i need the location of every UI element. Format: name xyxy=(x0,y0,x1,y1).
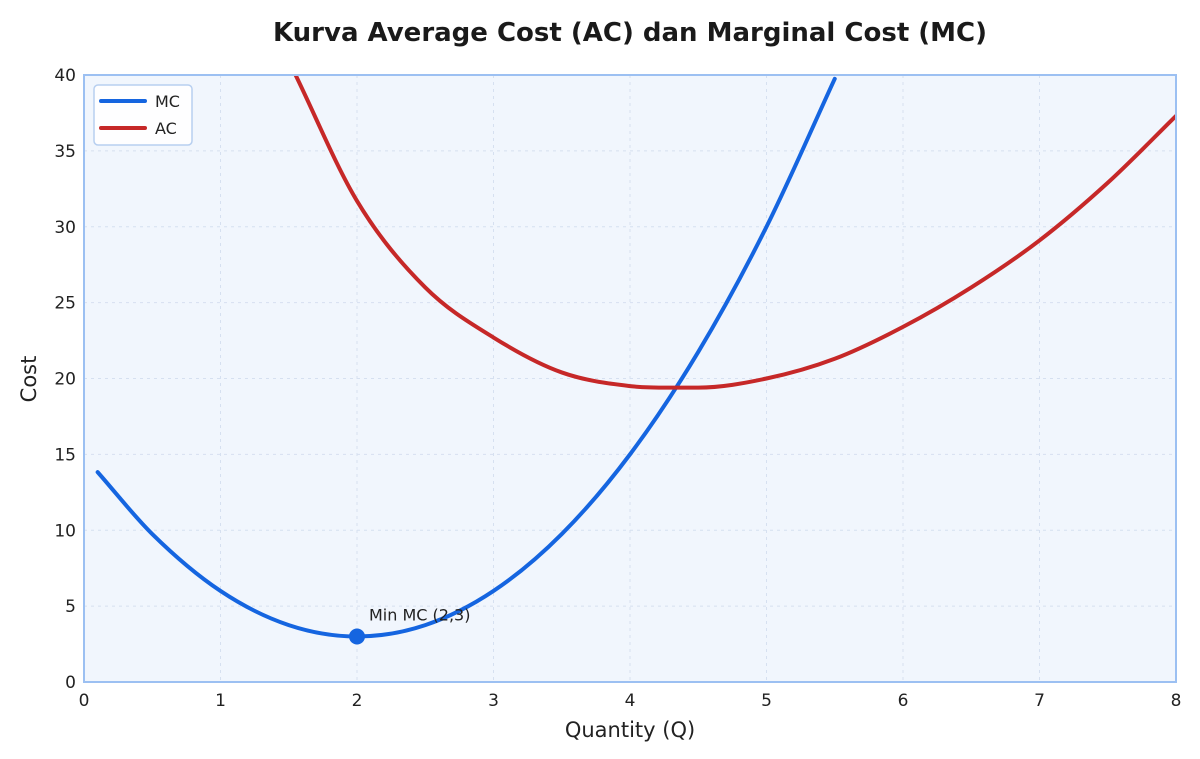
x-tick-label: 7 xyxy=(1034,691,1045,711)
series-line-ac xyxy=(293,75,1176,390)
frame-layer xyxy=(83,74,1177,683)
x-tick-label: 4 xyxy=(625,691,636,711)
series-layer xyxy=(95,75,1176,639)
annotation-layer: Min MC (2,3) xyxy=(349,605,470,645)
y-tick-label: 15 xyxy=(54,445,76,465)
x-tick-label: 1 xyxy=(215,691,226,711)
x-axis-label: Quantity (Q) xyxy=(565,718,695,742)
annotation-label: Min MC (2,3) xyxy=(369,605,470,624)
plot-frame xyxy=(83,74,1177,683)
y-axis-label: Cost xyxy=(17,356,41,403)
y-tick-label: 20 xyxy=(54,370,76,390)
y-tick-label: 30 xyxy=(54,218,76,238)
y-tick-label: 0 xyxy=(65,673,76,693)
tick-layer: 0 1 2 3 4 5 6 7 8 0 5 10 15 20 25 30 35 40 xyxy=(54,66,1181,711)
x-tick-label: 5 xyxy=(761,691,772,711)
legend-label-ac: AC xyxy=(155,119,177,138)
y-tick-label: 5 xyxy=(65,597,76,617)
legend-label-mc: MC xyxy=(155,92,180,111)
annotation-point xyxy=(349,628,365,645)
legend: MC AC xyxy=(93,84,193,146)
x-tick-label: 0 xyxy=(79,691,90,711)
y-tick-label: 35 xyxy=(54,142,76,162)
x-tick-label: 3 xyxy=(488,691,499,711)
y-tick-label: 40 xyxy=(54,66,76,86)
y-tick-label: 10 xyxy=(54,521,76,541)
x-tick-label: 8 xyxy=(1171,691,1182,711)
chart-title: Kurva Average Cost (AC) dan Marginal Cos… xyxy=(273,18,987,48)
y-tick-label: 25 xyxy=(54,294,76,314)
series-line-mc xyxy=(95,76,837,639)
x-tick-label: 6 xyxy=(898,691,909,711)
x-tick-label: 2 xyxy=(352,691,363,711)
